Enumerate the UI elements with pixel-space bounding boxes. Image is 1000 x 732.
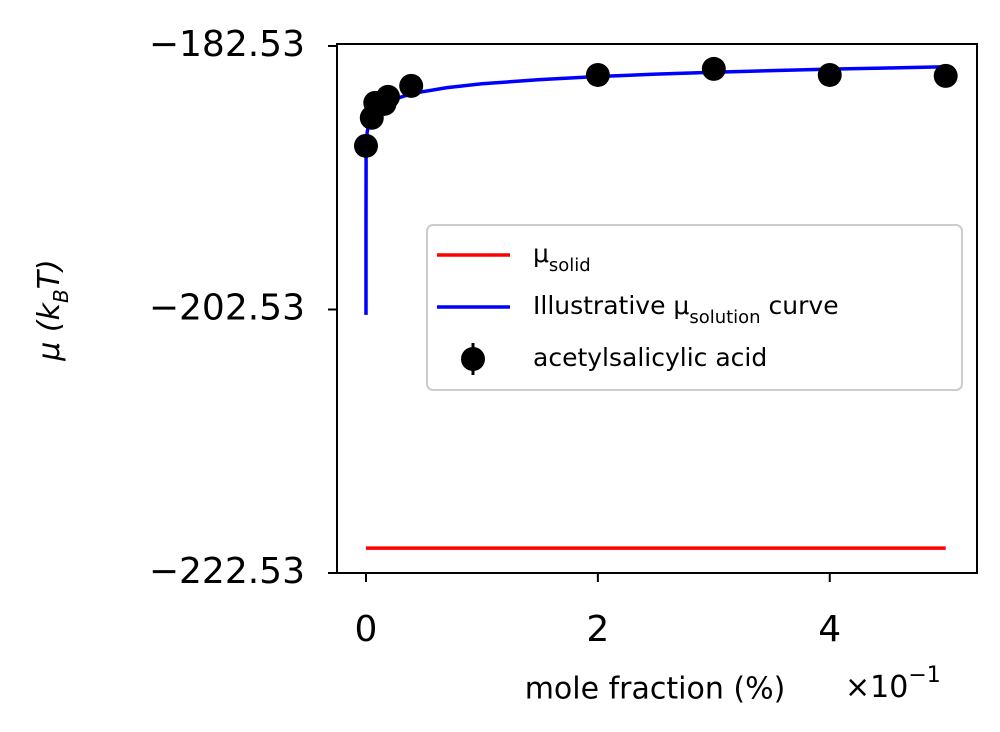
- data-point: [353, 133, 378, 158]
- text-part: ×10: [845, 670, 908, 705]
- y-tick-label: −202.53: [149, 287, 305, 328]
- x-axis-label: mole fraction (%): [525, 672, 786, 707]
- y-tick-label: −182.53: [149, 24, 305, 65]
- text-part: Illustrative μ: [533, 291, 689, 320]
- data-point: [817, 62, 842, 87]
- y-tick-label: −222.53: [149, 551, 305, 592]
- text-part: acetylsalicylic acid: [533, 343, 767, 372]
- text-part: curve: [761, 291, 839, 320]
- legend-label: Illustrative μsolution curve: [533, 291, 839, 328]
- text-part: solution: [689, 307, 760, 328]
- text-part: μ (k: [32, 301, 67, 361]
- data-point: [701, 56, 726, 81]
- legend-label: acetylsalicylic acid: [533, 343, 767, 372]
- x-tick-label: 2: [586, 609, 609, 650]
- legend-marker: [461, 347, 485, 371]
- text-part: T): [32, 259, 67, 289]
- series-line: [364, 65, 946, 315]
- x-tick-label: 0: [355, 609, 378, 650]
- text-part: −1: [908, 663, 940, 688]
- x-offset: ×10−1: [845, 663, 941, 705]
- plot-frame: [336, 43, 978, 574]
- text-part: solid: [549, 255, 591, 276]
- data-point: [399, 73, 424, 98]
- data-point: [585, 62, 610, 87]
- text-part: B: [49, 289, 73, 303]
- y-axis-label: μ (kBT): [32, 259, 73, 361]
- data-point: [933, 63, 958, 88]
- data-point: [376, 84, 401, 109]
- text-part: μ: [533, 239, 549, 268]
- legend-box: [426, 224, 963, 391]
- x-tick-label: 4: [818, 609, 841, 650]
- legend-label: μsolid: [533, 239, 591, 276]
